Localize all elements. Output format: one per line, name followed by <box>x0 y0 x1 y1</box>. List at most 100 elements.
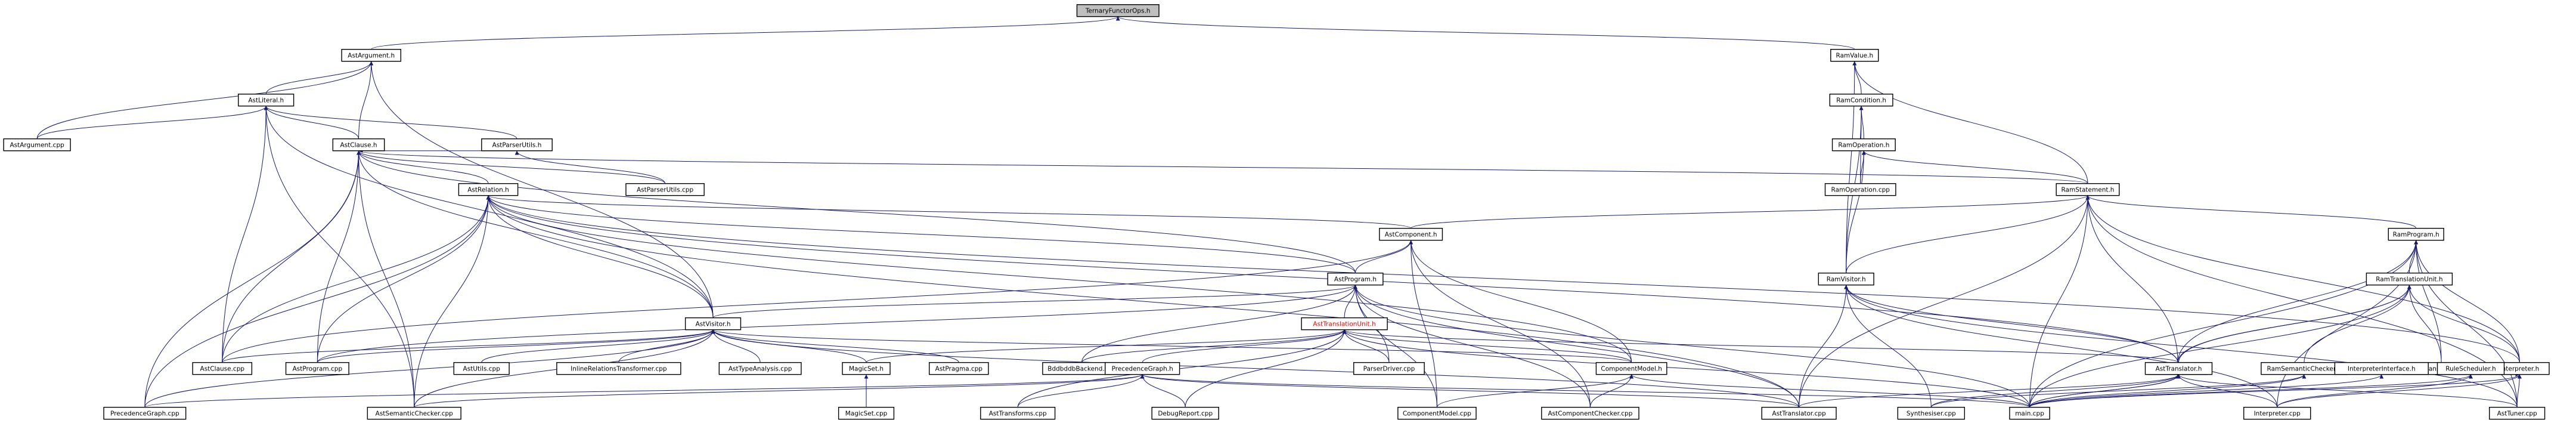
edge-componentmodel-h-to-asttranslationunit-h <box>1342 329 1632 363</box>
node-box <box>929 362 989 375</box>
node-box <box>1076 4 1160 17</box>
edge-astprogram-cpp-to-astvisitor-h <box>317 329 715 363</box>
node-asttranslator-h[interactable]: AstTranslator.h <box>2144 362 2213 375</box>
node-magicset-cpp[interactable]: MagicSet.cpp <box>838 406 895 420</box>
node-precedencegraph-h[interactable]: PrecedenceGraph.h <box>1105 362 1180 375</box>
node-box <box>1327 272 1384 286</box>
node-asttypeanalysis-cpp[interactable]: AstTypeAnalysis.cpp <box>718 362 802 375</box>
node-astprogram-cpp[interactable]: AstProgram.cpp <box>285 362 349 375</box>
node-astprogram-h[interactable]: AstProgram.h <box>1327 272 1384 286</box>
node-asttransforms-cpp[interactable]: AstTransforms.cpp <box>980 406 1056 420</box>
node-astrelation-h[interactable]: AstRelation.h <box>458 183 519 196</box>
node-astpragma-cpp[interactable]: AstPragma.cpp <box>929 362 989 375</box>
node-ramvisitor-h[interactable]: RamVisitor.h <box>1818 272 1874 286</box>
node-label: InterpreterInterface.h <box>2348 366 2416 373</box>
edge-astliteral-h-to-astargument-h <box>265 61 374 94</box>
node-ramstatement-h[interactable]: RamStatement.h <box>2056 183 2120 196</box>
node-ramcondition-h[interactable]: RamCondition.h <box>1829 94 1893 107</box>
node-label: AstProgram.h <box>1334 276 1377 283</box>
node-ramoperation-cpp[interactable]: RamOperation.cpp <box>1824 183 1896 196</box>
node-rulescheduler-h[interactable]: RuleScheduler.h <box>2436 362 2505 375</box>
node-debugreport-cpp[interactable]: DebugReport.cpp <box>1151 406 1219 420</box>
node-astsemanticchecker-cpp[interactable]: AstSemanticChecker.cpp <box>367 406 461 420</box>
node-precedencegraph-cpp[interactable]: PrecedenceGraph.cpp <box>103 406 187 420</box>
node-astutils-cpp[interactable]: AstUtils.cpp <box>453 362 510 375</box>
edge-astclause-cpp-to-astvisitor-h <box>222 329 715 363</box>
node-inlinerelationstransformer-cpp[interactable]: InlineRelationsTransformer.cpp <box>556 362 681 375</box>
edge-ramvalue-h-to-ternaryfunctorops-h <box>1116 16 1855 50</box>
node-magicset-h[interactable]: MagicSet.h <box>842 362 891 375</box>
edge-astclause-cpp-to-astrelation-h <box>222 195 491 363</box>
node-label: AstVisitor.h <box>696 321 731 328</box>
node-astliteral-h[interactable]: AstLiteral.h <box>238 94 295 107</box>
edge-asttuner-cpp-to-ramstatement-h <box>2085 195 2518 407</box>
node-componentmodel-cpp[interactable]: ComponentModel.cpp <box>1397 406 1477 420</box>
node-ramprogram-h[interactable]: RamProgram.h <box>2388 227 2444 241</box>
node-ramtranslationunit-h[interactable]: RamTranslationUnit.h <box>2366 272 2453 286</box>
node-label: AstParserUtils.h <box>492 142 542 149</box>
edge-ramtransformer-cpp-to-ramtranslationunit-h <box>2407 285 2442 363</box>
edge-synthesiser-h-to-ramprogram-h <box>2177 240 2419 363</box>
edge-astsemanticchecker-cpp-to-precedencegraph-h <box>414 374 1145 408</box>
node-box <box>1818 272 1874 286</box>
node-asttranslationunit-h[interactable]: AstTranslationUnit.h <box>1301 317 1388 331</box>
edge-astparserutils-cpp-to-astclause-h <box>357 150 666 184</box>
node-label: AstTuner.cpp <box>2497 410 2537 418</box>
node-astclause-h[interactable]: AstClause.h <box>332 138 385 152</box>
edge-astcomponentchecker-cpp-to-componentmodel-h <box>1589 374 1634 407</box>
node-main-cpp[interactable]: main.cpp <box>2009 406 2050 420</box>
node-astparserutils-cpp[interactable]: AstParserUtils.cpp <box>625 183 705 196</box>
edge-main-cpp-to-astprogram-h <box>1353 285 2031 407</box>
node-ternaryfunctorops-h[interactable]: TernaryFunctorOps.h <box>1076 4 1160 17</box>
node-box <box>367 406 461 420</box>
edge-ramcondition-h-to-ramvalue-h <box>1852 61 1862 94</box>
node-bddbddbbackend-cpp[interactable]: BddbddbBackend.cpp <box>1042 362 1121 375</box>
node-astargument-cpp[interactable]: AstArgument.cpp <box>3 138 71 152</box>
node-interpreterinterface-h[interactable]: InterpreterInterface.h <box>2334 362 2429 375</box>
edge-interpreter-h-to-astrelation-h <box>486 195 2520 363</box>
edge-asttranslator-cpp-to-astrelation-h <box>486 195 1800 407</box>
node-ramvalue-h[interactable]: RamValue.h <box>1830 49 1879 62</box>
edge-astprogram-h-to-astclause-h <box>357 150 1356 273</box>
node-astcomponentchecker-cpp[interactable]: AstComponentChecker.cpp <box>1541 406 1639 420</box>
node-label: AstPragma.cpp <box>935 366 983 373</box>
node-box <box>684 317 742 331</box>
edge-interpreter-cpp-to-ramvisitor-h <box>1844 285 2278 407</box>
node-parserdriver-cpp[interactable]: ParserDriver.cpp <box>1353 362 1425 375</box>
node-astclause-cpp[interactable]: AstClause.cpp <box>192 362 253 375</box>
edge-synthesiser-cpp-to-ramsemanticchecker-h <box>1930 374 2307 408</box>
edge-ramsemanticchecker-h-to-ramtranslationunit-h <box>2304 285 2411 363</box>
node-ramoperation-h[interactable]: RamOperation.h <box>1831 138 1896 152</box>
edge-astpragma-cpp-to-astvisitor-h <box>711 329 959 363</box>
node-astparserutils-h[interactable]: AstParserUtils.h <box>481 138 553 152</box>
node-synthesiser-cpp[interactable]: Synthesiser.cpp <box>1897 406 1966 420</box>
node-componentmodel-h[interactable]: ComponentModel.h <box>1595 362 1667 375</box>
node-box <box>2334 362 2429 375</box>
edge-asttuner-cpp-to-asttranslator-h <box>2177 374 2518 408</box>
edge-astvisitor-h-to-astliteral-h <box>264 106 714 318</box>
node-label: PrecedenceGraph.cpp <box>110 410 179 418</box>
node-label: AstClause.cpp <box>200 366 245 373</box>
edge-asttranslator-cpp-to-astvisitor-h <box>711 329 1800 407</box>
node-box <box>2009 406 2050 420</box>
node-box <box>1595 362 1667 375</box>
node-astcomponent-h[interactable]: AstComponent.h <box>1379 227 1443 241</box>
node-interpreter-h[interactable]: Interpreter.h <box>2490 362 2550 375</box>
node-box <box>980 406 1056 420</box>
edge-main-cpp-to-ramstatement-h <box>2029 195 2090 407</box>
node-label: AstComponent.h <box>1385 231 1437 239</box>
node-box <box>1824 183 1896 196</box>
node-label: RamStatement.h <box>2061 187 2114 194</box>
node-astargument-h[interactable]: AstArgument.h <box>341 49 402 62</box>
node-ramsemanticchecker-h[interactable]: RamSemanticChecker.h <box>2261 362 2348 375</box>
edge-asttranslator-cpp-to-precedencegraph-h <box>1140 374 1800 408</box>
node-label: AstTransforms.cpp <box>989 410 1047 418</box>
node-asttranslator-cpp[interactable]: AstTranslator.cpp <box>1761 406 1837 420</box>
node-astvisitor-h[interactable]: AstVisitor.h <box>684 317 742 331</box>
node-interpreter-cpp[interactable]: Interpreter.cpp <box>2243 406 2311 420</box>
node-label: RamVisitor.h <box>1827 276 1866 283</box>
node-box <box>2436 362 2505 375</box>
node-asttuner-cpp[interactable]: AstTuner.cpp <box>2489 406 2546 420</box>
edge-ramstatement-h-to-astclause-h <box>357 150 2088 184</box>
edge-main-cpp-to-ramsemanticchecker-h <box>2029 374 2307 407</box>
